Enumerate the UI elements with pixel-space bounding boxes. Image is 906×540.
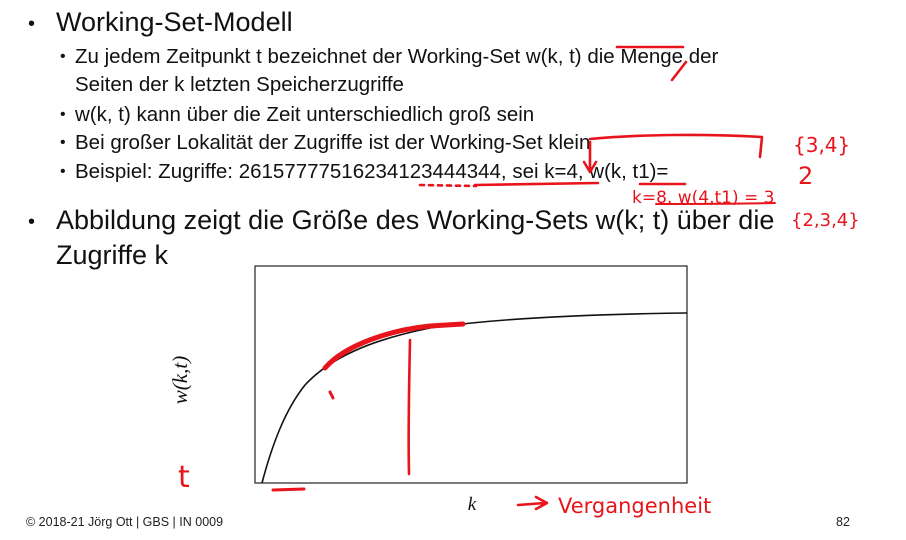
plot-frame [254,265,688,484]
footer-copyright: © 2018-21 Jörg Ott | GBS | IN 0009 [26,515,224,529]
page-number: 82 [836,515,850,529]
sub-bullet-dot: • [60,106,66,123]
underline-accesses [473,181,600,187]
hw-set-2-3-4: {2,3,4} [791,210,860,231]
handwritten-annotations [271,45,776,511]
bullet-dot: • [28,211,36,233]
curve-highlight [322,321,466,371]
sub-bullet-dot: • [60,163,66,180]
hw-set-3-4: {3,4} [793,133,850,157]
underline-w-line [655,202,776,205]
sub-bullet-dot: • [60,48,66,65]
vertical-marker [407,338,412,476]
tick-mark [328,390,335,400]
bullet-figure-line1: Abbildung zeigt die Größe des Working-Se… [56,205,775,235]
y-axis-label: w(k,t) [168,356,192,404]
x-origin-mark [271,487,306,492]
hw-vergangenheit: Vergangenheit [558,494,711,518]
working-set-curve [261,312,688,484]
sub-bullet-dot: • [60,134,66,151]
underline-t [670,60,688,82]
hw-k8-w: k=8, w(4,t1) = 3 [632,188,774,208]
hw-answer-2: 2 [798,162,813,190]
arrow-right [516,495,549,511]
sub-bullet-locality: Bei großer Lokalität der Zugriffe ist de… [75,131,591,154]
hw-t-label: t [178,460,190,495]
bullet-figure-line2: Zugriffe k [56,240,169,270]
sub-bullet-definition-line2: Seiten der k letzten Speicherzugriffe [75,73,404,96]
sub-bullet-example: Beispiel: Zugriffe: 26157777516234123444… [75,160,669,183]
sub-bullet-size-varies: w(k, t) kann über die Zeit unterschiedli… [75,103,535,126]
bullet-working-set-modell: Working-Set-Modell [56,7,293,37]
x-axis-label: k [468,494,477,515]
dotted-underline [418,183,478,188]
sub-bullet-definition-line1: Zu jedem Zeitpunkt t bezeichnet der Work… [75,45,719,68]
arrow-down [582,140,598,174]
bracket-window [588,133,764,159]
bullet-dot: • [28,13,36,35]
